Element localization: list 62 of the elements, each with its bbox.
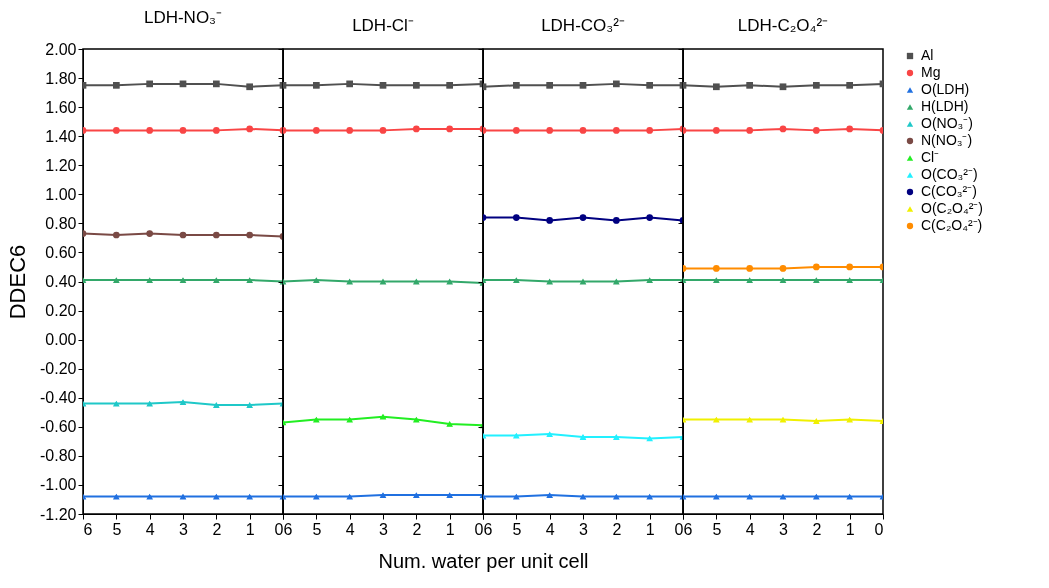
x-tick-label: 3 bbox=[779, 520, 789, 538]
legend-label: H(LDH) bbox=[921, 98, 969, 114]
y-tick-label: -0.80 bbox=[40, 447, 77, 465]
y-axis-title: DDEC6 bbox=[5, 244, 31, 320]
x-tick-label: 0 bbox=[474, 520, 484, 538]
x-tick-label: 2 bbox=[812, 520, 822, 538]
x-tick-label: 5 bbox=[512, 520, 522, 538]
y-tick-label: 0.80 bbox=[45, 214, 77, 232]
x-tick-label: 2 bbox=[612, 520, 622, 538]
x-tick-label: 0 bbox=[674, 520, 684, 538]
legend-label: C(CO₃²⁻) bbox=[921, 183, 977, 199]
x-tick-label: 5 bbox=[712, 520, 722, 538]
legend-label: Mg bbox=[921, 64, 941, 80]
x-tick-label: 6 bbox=[683, 520, 693, 538]
x-tick-label: 4 bbox=[745, 520, 755, 538]
y-tick-label: 0.60 bbox=[45, 243, 77, 261]
legend-label: O(CO₃²⁻) bbox=[921, 166, 978, 182]
chart-title: LDH-CO₃²⁻ bbox=[541, 15, 625, 35]
y-tick-label: -0.40 bbox=[40, 389, 77, 407]
y-tick-label: 1.40 bbox=[45, 127, 77, 145]
x-tick-label: 6 bbox=[483, 520, 493, 538]
y-tick-label: 1.60 bbox=[45, 98, 77, 116]
legend-label: Cl⁻ bbox=[921, 149, 940, 165]
x-tick-label: 1 bbox=[445, 520, 455, 538]
chart-title: LDH-NO₃⁻ bbox=[143, 8, 223, 27]
x-axis-title: Num. water per unit cell bbox=[378, 549, 589, 572]
y-tick-label: 1.00 bbox=[45, 185, 77, 203]
legend-label: O(LDH) bbox=[921, 81, 970, 97]
x-tick-label: 1 bbox=[245, 520, 255, 538]
legend-label: O(C₂O₄²⁻) bbox=[921, 200, 984, 216]
y-tick-label: 0.00 bbox=[45, 331, 77, 349]
x-tick-label: 0 bbox=[274, 520, 284, 538]
x-tick-label: 6 bbox=[283, 520, 293, 538]
y-tick-label: -0.20 bbox=[40, 360, 77, 378]
chart-title: LDH-Cl⁻ bbox=[352, 15, 414, 35]
x-tick-label: 3 bbox=[579, 520, 589, 538]
x-tick-label: 1 bbox=[845, 520, 855, 538]
y-tick-label: 0.40 bbox=[45, 273, 77, 290]
y-tick-label: 1.20 bbox=[45, 156, 77, 174]
x-tick-label: 3 bbox=[179, 520, 189, 538]
x-tick-label: 4 bbox=[145, 520, 155, 538]
legend-label: N(NO₃⁻) bbox=[921, 132, 973, 148]
y-tick-label: 2.00 bbox=[45, 40, 77, 58]
x-tick-label: 1 bbox=[645, 520, 655, 538]
legend-label: O(NO₃⁻) bbox=[921, 115, 973, 131]
legend-label: C(C₂O₄²⁻) bbox=[921, 217, 983, 233]
x-tick-label: 6 bbox=[83, 520, 93, 538]
y-tick-label: -0.60 bbox=[40, 418, 77, 436]
x-tick-label: 2 bbox=[412, 520, 422, 538]
y-tick-label: -1.00 bbox=[40, 476, 77, 494]
legend-label: Al bbox=[921, 47, 934, 63]
x-tick-label: 5 bbox=[312, 520, 322, 538]
x-tick-label: 4 bbox=[545, 520, 555, 538]
x-tick-label: 3 bbox=[379, 520, 389, 538]
x-tick-label: 0 bbox=[874, 520, 884, 538]
x-tick-label: 2 bbox=[212, 520, 222, 538]
y-tick-label: 1.80 bbox=[45, 69, 77, 87]
y-tick-label: -1.20 bbox=[40, 505, 77, 523]
x-tick-label: 4 bbox=[345, 520, 355, 538]
y-tick-label: 0.20 bbox=[45, 302, 77, 320]
x-tick-label: 5 bbox=[112, 520, 122, 538]
chart-title: LDH-C₂O₄²⁻ bbox=[737, 15, 829, 35]
